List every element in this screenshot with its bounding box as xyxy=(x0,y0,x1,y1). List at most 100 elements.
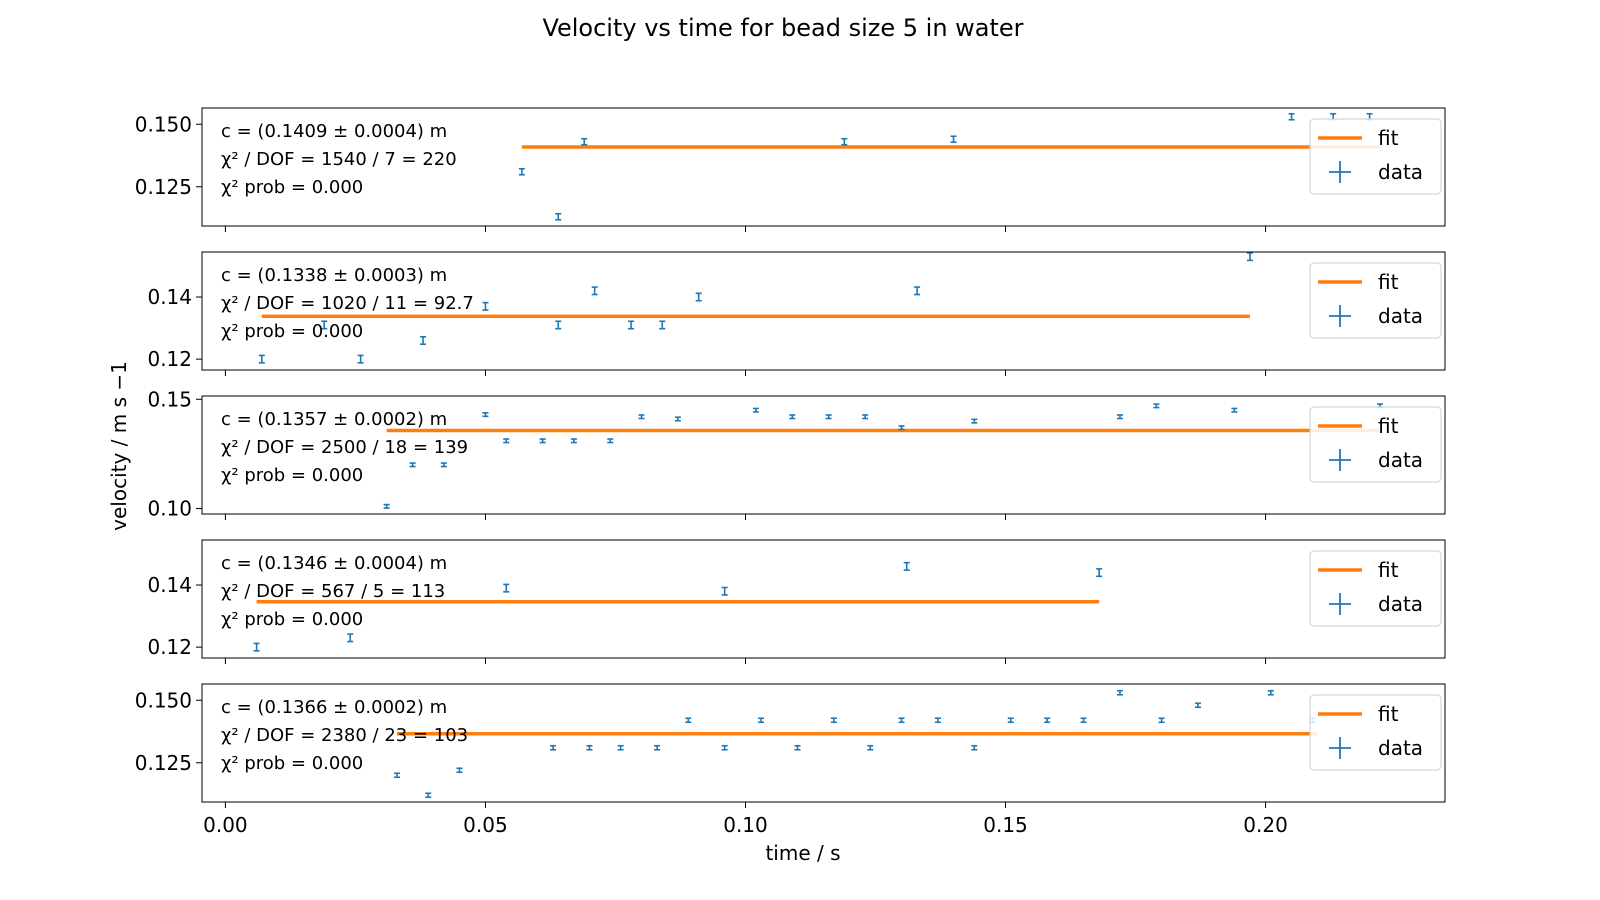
data-point xyxy=(1288,112,1295,121)
data-point xyxy=(794,744,801,751)
data-point xyxy=(357,354,364,364)
y-tick-label: 0.15 xyxy=(147,387,192,411)
legend-data-label: data xyxy=(1378,448,1423,472)
data-point xyxy=(659,320,666,330)
data-point xyxy=(383,503,390,509)
legend: fit data xyxy=(1309,550,1442,627)
fit-annotation-line: c = (0.1338 ± 0.0003) m xyxy=(221,265,447,286)
data-point xyxy=(654,744,661,751)
x-tick-label: 0.20 xyxy=(1243,813,1288,837)
fit-annotation-line: χ² / DOF = 567 / 5 = 113 xyxy=(221,581,445,602)
data-point xyxy=(503,583,510,593)
data-point xyxy=(1158,717,1165,724)
fit-annotation-line: χ² prob = 0.000 xyxy=(221,609,363,630)
fit-annotation-line: χ² / DOF = 1020 / 11 = 92.7 xyxy=(221,293,474,314)
data-point xyxy=(1007,717,1014,724)
data-point xyxy=(830,717,837,724)
data-point xyxy=(591,286,598,296)
legend-data-label: data xyxy=(1378,304,1423,328)
data-point xyxy=(721,744,728,751)
data-point xyxy=(482,412,489,418)
y-tick-label: 0.14 xyxy=(147,573,192,597)
legend: fit data xyxy=(1309,694,1442,771)
data-point xyxy=(1267,689,1274,696)
data-point xyxy=(570,438,577,444)
fit-annotation-line: χ² / DOF = 1540 / 7 = 220 xyxy=(221,149,457,170)
legend-fit-label: fit xyxy=(1378,558,1399,582)
x-tick-label: 0.10 xyxy=(723,813,768,837)
subplot-frame xyxy=(201,539,1446,659)
data-point xyxy=(721,586,728,596)
data-point xyxy=(258,354,265,364)
data-point xyxy=(394,772,401,779)
subplot-4: 0.12 0.14 c = (0.1346 ± 0.0004) m χ² / DOF … xyxy=(147,539,1446,664)
data-point xyxy=(971,418,978,424)
subplot-frame xyxy=(201,107,1446,227)
legend-data-label: data xyxy=(1378,736,1423,760)
data-point xyxy=(321,320,328,330)
data-point xyxy=(420,335,427,346)
subplot-5: 0.125 0.150 0.00 0.05 0.10 0.15 0.20 c = (0.136… xyxy=(135,683,1446,837)
data-point xyxy=(825,414,832,420)
y-tick-label: 0.125 xyxy=(135,175,192,199)
fit-annotation-line: χ² / DOF = 2500 / 18 = 139 xyxy=(221,437,468,458)
data-point xyxy=(1044,717,1051,724)
data-point xyxy=(898,425,905,431)
data-point xyxy=(752,407,759,413)
data-point xyxy=(539,438,546,444)
fit-annotation-line: χ² / DOF = 2380 / 23 = 103 xyxy=(221,725,468,746)
data-point xyxy=(867,744,874,751)
data-point xyxy=(1116,689,1123,696)
data-point xyxy=(914,286,921,296)
fit-annotation-line: χ² prob = 0.000 xyxy=(221,321,363,342)
subplots: 0.125 0.150 c = (0.1409 ± 0.0004) m χ² / DO… xyxy=(135,107,1446,837)
data-point xyxy=(555,320,562,330)
legend-fit-label: fit xyxy=(1378,414,1399,438)
fit-annotation-line: c = (0.1346 ± 0.0004) m xyxy=(221,553,447,574)
data-point xyxy=(518,167,525,176)
data-point xyxy=(1096,568,1103,578)
data-point xyxy=(503,438,510,444)
legend: fit data xyxy=(1309,406,1442,483)
data-point xyxy=(253,642,260,652)
data-point xyxy=(758,717,765,724)
data-point xyxy=(607,438,614,444)
fit-annotation-line: χ² prob = 0.000 xyxy=(221,753,363,774)
data-point xyxy=(425,792,432,799)
data-point xyxy=(1194,702,1201,709)
data-point xyxy=(862,414,869,420)
fit-annotation-line: c = (0.1409 ± 0.0004) m xyxy=(221,121,447,142)
data-point xyxy=(685,717,692,724)
data-point xyxy=(347,633,354,643)
subplot-frame xyxy=(201,251,1446,371)
y-tick-label: 0.125 xyxy=(135,751,192,775)
subplot-1: 0.125 0.150 c = (0.1409 ± 0.0004) m χ² / DO… xyxy=(135,107,1446,232)
data-point xyxy=(934,717,941,724)
x-tick-label: 0.00 xyxy=(203,813,248,837)
data-point xyxy=(581,137,588,146)
data-point xyxy=(617,744,624,751)
data-point xyxy=(409,462,416,468)
legend-data-label: data xyxy=(1378,592,1423,616)
data-point xyxy=(638,414,645,420)
fit-annotation-line: c = (0.1357 ± 0.0002) m xyxy=(221,409,447,430)
subplot-3: 0.10 0.15 c = (0.1357 ± 0.0002) m χ² / DOF … xyxy=(147,387,1446,521)
x-tick-label: 0.15 xyxy=(983,813,1028,837)
data-point xyxy=(586,744,593,751)
legend-data-label: data xyxy=(1378,160,1423,184)
y-axis-label: velocity / m s −1 xyxy=(107,361,131,531)
data-point xyxy=(1153,403,1160,409)
data-point xyxy=(1080,717,1087,724)
data-point xyxy=(1246,252,1253,262)
y-tick-label: 0.150 xyxy=(135,688,192,712)
y-tick-label: 0.14 xyxy=(147,285,192,309)
fit-annotation-line: c = (0.1366 ± 0.0002) m xyxy=(221,697,447,718)
y-tick-label: 0.12 xyxy=(147,347,192,371)
legend-fit-label: fit xyxy=(1378,270,1399,294)
data-point xyxy=(1116,414,1123,420)
x-tick-label: 0.05 xyxy=(463,813,508,837)
fit-annotation-line: χ² prob = 0.000 xyxy=(221,177,363,198)
data-point xyxy=(628,320,635,330)
data-point xyxy=(674,416,681,422)
